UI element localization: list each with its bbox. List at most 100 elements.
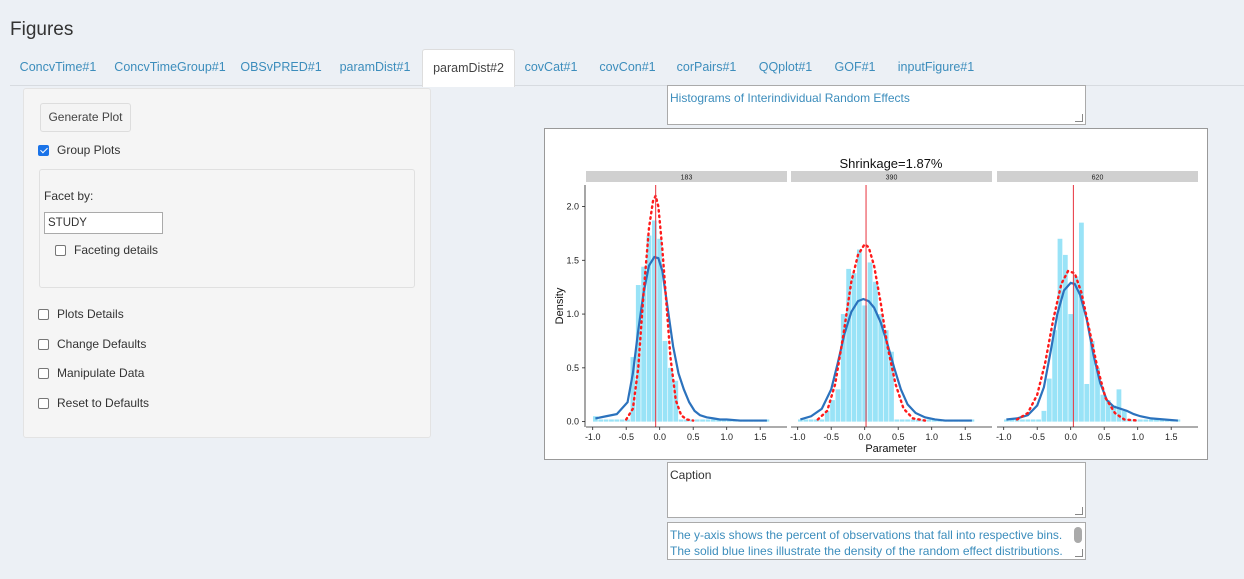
- x-tick-label: 0.0: [653, 432, 666, 442]
- chart-title: Shrinkage=1.87%: [840, 156, 943, 171]
- y-tick-label: 1.5: [566, 255, 579, 265]
- change-defaults-checkbox[interactable]: [38, 338, 49, 350]
- histogram-bar: [598, 419, 604, 422]
- histogram-bar: [646, 235, 652, 422]
- resize-grip-icon[interactable]: [1075, 114, 1083, 122]
- histogram-bar: [840, 314, 846, 422]
- histogram-bar: [694, 419, 700, 422]
- facet-strip: [791, 171, 992, 182]
- resize-grip-icon[interactable]: [1075, 549, 1083, 557]
- histogram-bar: [1154, 419, 1159, 422]
- group-plots-checkbox[interactable]: [38, 144, 49, 156]
- caption-text: Caption: [670, 468, 712, 482]
- tab-paramdist-1[interactable]: paramDist#1: [339, 60, 411, 74]
- histogram-bar: [910, 419, 916, 422]
- histogram-bar: [1009, 419, 1015, 422]
- x-tick-label: 0.0: [1064, 432, 1077, 442]
- histogram-bar: [1089, 340, 1095, 422]
- y-axis-label: Density: [554, 287, 566, 324]
- option-row[interactable]: Manipulate Data: [38, 366, 144, 380]
- faceting-details-label: Faceting details: [74, 243, 159, 257]
- histogram-bar: [899, 419, 905, 422]
- reset-defaults-checkbox[interactable]: [38, 397, 49, 409]
- plots-details-label: Plots Details: [57, 307, 124, 321]
- x-tick-label: -0.5: [1029, 432, 1045, 442]
- resize-grip-icon[interactable]: [1075, 507, 1083, 515]
- faceting-details-checkbox[interactable]: [55, 244, 66, 256]
- histogram-bar: [678, 419, 684, 422]
- x-tick-label: 1.0: [720, 432, 733, 442]
- y-tick-label: 1.0: [566, 309, 579, 319]
- histogram-bar: [668, 367, 673, 422]
- x-tick-label: -0.5: [823, 432, 839, 442]
- histogram-bar: [1079, 222, 1084, 422]
- histogram-bar: [1025, 419, 1031, 422]
- description-textarea[interactable]: The y-axis shows the percent of observat…: [667, 522, 1086, 560]
- tab-inputfigure-1[interactable]: inputFigure#1: [897, 60, 975, 74]
- y-tick-label: 2.0: [566, 202, 579, 212]
- histogram-bar: [1116, 389, 1122, 422]
- x-tick-label: 1.0: [925, 432, 938, 442]
- tab-concvtimegroup-1[interactable]: ConcvTimeGroup#1: [114, 60, 226, 74]
- x-tick-label: -1.0: [585, 432, 601, 442]
- normal-dotted-line: [1015, 269, 1139, 422]
- histogram-bar: [614, 419, 620, 422]
- x-tick-label: 1.0: [1131, 432, 1144, 442]
- normal-dotted-line: [624, 192, 695, 422]
- group-plots-label: Group Plots: [57, 143, 121, 157]
- histogram-bar: [798, 419, 803, 422]
- histogram-bar: [1046, 378, 1052, 422]
- histogram-bar: [1084, 383, 1090, 422]
- histogram-bar: [764, 419, 770, 422]
- plot-frame: Shrinkage=1.87% Density Parameter 0.0 0.5 1.0…: [544, 128, 1208, 460]
- histogram-bar: [635, 285, 641, 422]
- plots-details-checkbox[interactable]: [38, 308, 49, 320]
- facet-by-input[interactable]: STUDY: [44, 212, 163, 234]
- reset-defaults-label: Reset to Defaults: [57, 396, 150, 410]
- histogram-bar: [808, 419, 814, 422]
- histogram-bar: [1004, 419, 1009, 422]
- tab-covcat-1[interactable]: covCat#1: [524, 60, 578, 74]
- histogram-bar: [1073, 276, 1079, 422]
- histogram-bar: [1143, 419, 1149, 422]
- option-row[interactable]: Plots Details: [38, 307, 124, 321]
- histogram-bar: [1105, 400, 1111, 422]
- histogram-bar: [926, 419, 932, 422]
- histogram-bar: [803, 419, 809, 422]
- caption-textarea[interactable]: Caption: [667, 462, 1086, 518]
- histogram-bar: [819, 419, 825, 422]
- histogram-bar: [625, 419, 630, 422]
- tab-concvtime-1[interactable]: ConcvTime#1: [19, 60, 97, 74]
- tab-covcon-1[interactable]: covCon#1: [599, 60, 656, 74]
- group-plots-checkbox-row[interactable]: Group Plots: [38, 143, 120, 157]
- generate-plot-button[interactable]: Generate Plot: [40, 103, 131, 132]
- tab-qqplot-1[interactable]: QQplot#1: [758, 60, 813, 74]
- histogram-bar: [641, 266, 646, 422]
- x-axis-label: Parameter: [865, 443, 917, 455]
- histogram-bar: [705, 419, 711, 422]
- x-tick-label: 1.5: [754, 432, 767, 442]
- tab-gof-1[interactable]: GOF#1: [834, 60, 876, 74]
- histogram-bar: [835, 389, 841, 422]
- scrollbar-thumb[interactable]: [1074, 527, 1082, 543]
- histogram-bar: [814, 419, 819, 422]
- histogram-bar: [856, 249, 862, 422]
- figure-title-text: Histograms of Interindividual Random Eff…: [670, 91, 910, 105]
- histogram-bar: [1057, 238, 1063, 422]
- figure-title-textarea[interactable]: Histograms of Interindividual Random Eff…: [667, 85, 1086, 125]
- manipulate-data-checkbox[interactable]: [38, 367, 49, 379]
- histogram-bar: [1041, 410, 1047, 422]
- histogram-bar: [862, 305, 868, 422]
- histogram-bar: [1052, 330, 1057, 422]
- faceting-details-row[interactable]: Faceting details: [55, 243, 158, 257]
- facet-panel: Facet by: STUDY Faceting details: [39, 169, 415, 288]
- tab-obsvpred-1[interactable]: OBSvPRED#1: [240, 60, 322, 74]
- tab-paramdist-2[interactable]: paramDist#2: [422, 49, 515, 87]
- change-defaults-label: Change Defaults: [57, 337, 147, 351]
- tab-corpairs-1[interactable]: corPairs#1: [676, 60, 737, 74]
- option-row[interactable]: Change Defaults: [38, 337, 146, 351]
- option-row[interactable]: Reset to Defaults: [38, 396, 149, 410]
- histogram-bar: [1138, 419, 1143, 422]
- x-tick-label: 0.5: [687, 432, 700, 442]
- tab-bar: ConcvTime#1 ConcvTimeGroup#1 OBSvPRED#1 par…: [10, 49, 1244, 87]
